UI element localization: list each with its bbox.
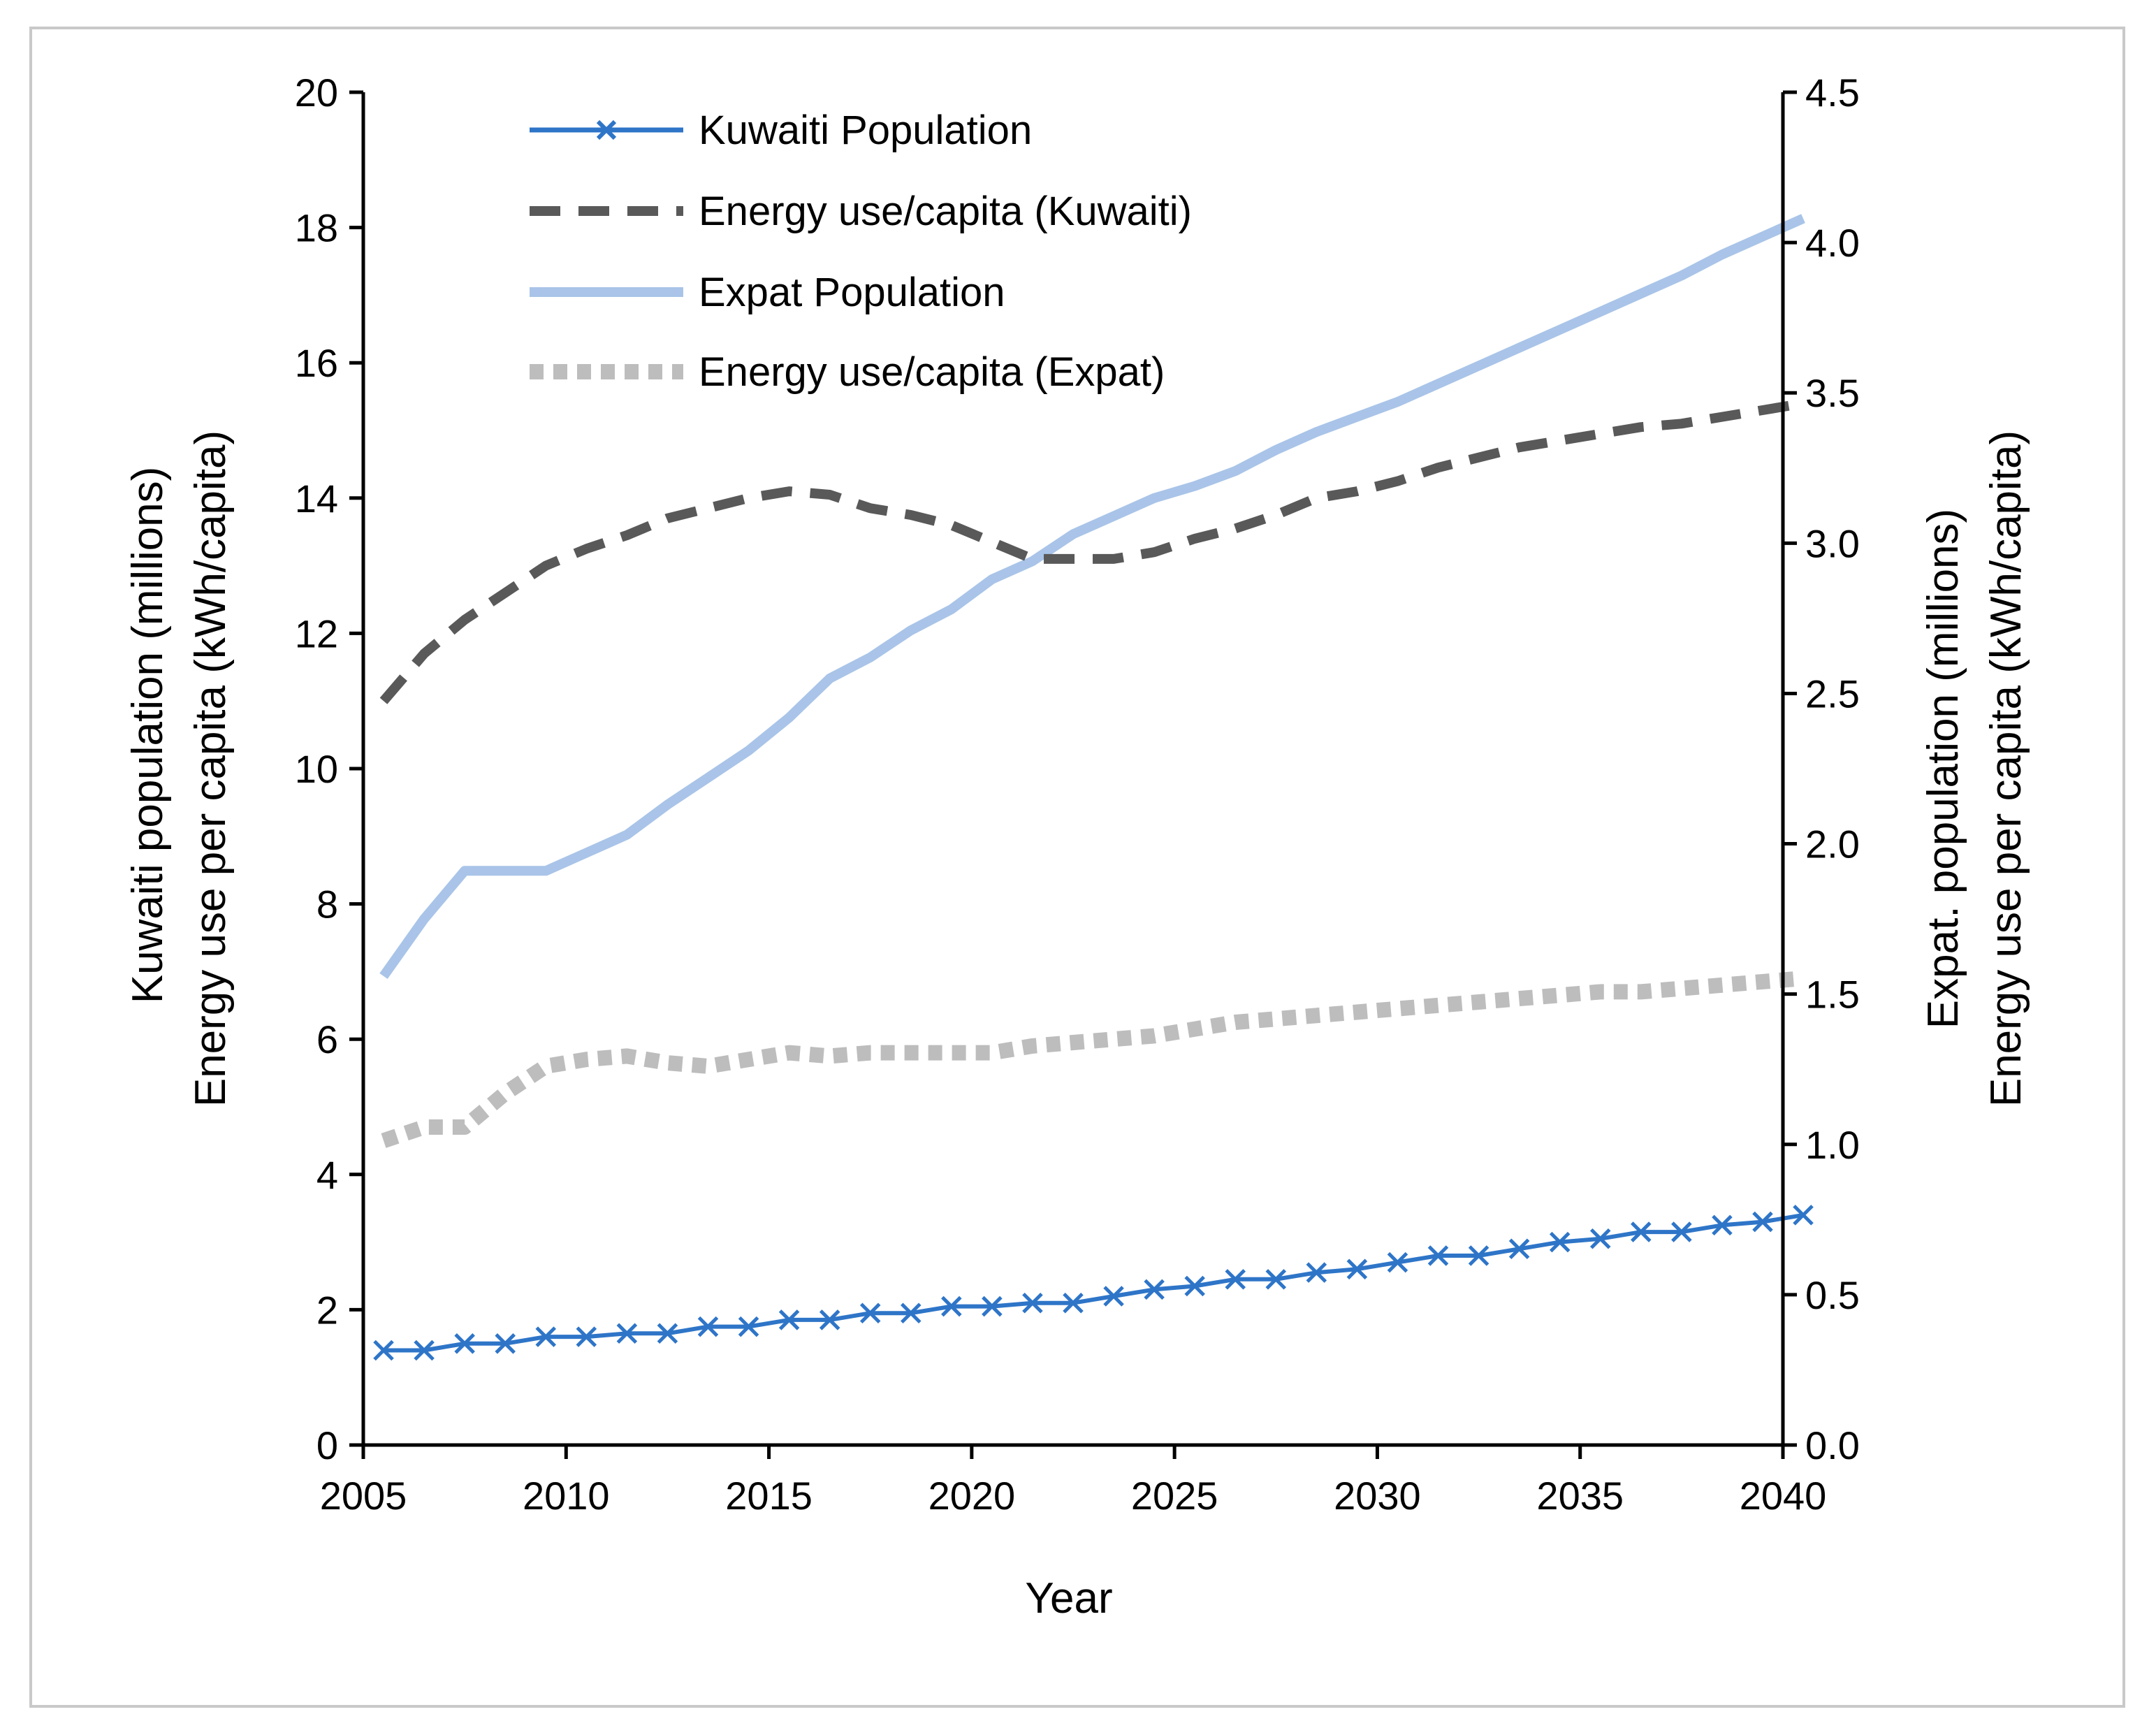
data-point-marker bbox=[1063, 1292, 1084, 1314]
y-right-tick-label: 4.0 bbox=[1805, 221, 1860, 265]
data-point-marker bbox=[616, 1323, 638, 1344]
y-left-tick-label: 0 bbox=[316, 1423, 338, 1467]
y-right-tick-label: 3.5 bbox=[1805, 371, 1860, 415]
legend: Kuwaiti Population Energy use/capita (Ku… bbox=[530, 108, 1192, 395]
y-left-tick-label: 20 bbox=[295, 71, 338, 115]
data-point-marker bbox=[1346, 1258, 1368, 1280]
data-point-marker bbox=[576, 1326, 597, 1347]
series-line-kuwaiti-population bbox=[384, 1212, 1804, 1353]
data-point-marker bbox=[859, 1302, 881, 1324]
data-point-marker bbox=[1671, 1221, 1692, 1242]
y-right-axis-title-line1: Expat. population (millions) bbox=[1919, 509, 1967, 1029]
y-left-tick-label: 6 bbox=[316, 1017, 338, 1061]
data-point-marker bbox=[535, 1326, 557, 1347]
y-left-axis-title-line2: Energy use per capita (kWh/capita) bbox=[187, 430, 235, 1107]
legend-item-energy-expat: Energy use/capita (Expat) bbox=[530, 349, 1165, 395]
legend-label-energy-kuwaiti: Energy use/capita (Kuwaiti) bbox=[699, 189, 1192, 234]
data-point-marker bbox=[1589, 1228, 1611, 1249]
data-point-marker bbox=[414, 1340, 435, 1361]
y-left-tick-label: 16 bbox=[295, 341, 338, 385]
legend-x-marker-icon bbox=[596, 119, 617, 140]
data-point-marker bbox=[495, 1333, 516, 1354]
data-point-marker bbox=[1184, 1275, 1205, 1297]
legend-label-energy-expat: Energy use/capita (Expat) bbox=[699, 349, 1165, 395]
x-tick-label: 2040 bbox=[1740, 1474, 1827, 1518]
data-point-marker bbox=[1549, 1231, 1571, 1253]
x-tick-label: 2035 bbox=[1536, 1474, 1624, 1518]
data-point-marker bbox=[1225, 1269, 1246, 1290]
data-point-marker bbox=[1387, 1251, 1408, 1273]
data-point-marker bbox=[454, 1333, 475, 1354]
y-left-tick-label: 18 bbox=[295, 206, 338, 250]
y-right-tick-label: 2.5 bbox=[1805, 672, 1860, 716]
y-left-tick-label: 2 bbox=[316, 1288, 338, 1332]
y-right-tick-label: 0.5 bbox=[1805, 1273, 1860, 1317]
y-left-tick-label: 12 bbox=[295, 611, 338, 655]
series-line-expat-population bbox=[379, 214, 1805, 979]
x-tick-label: 2010 bbox=[523, 1474, 610, 1518]
data-point-marker bbox=[1144, 1279, 1165, 1300]
y-right-tick-label: 0.0 bbox=[1805, 1423, 1860, 1467]
data-point-marker bbox=[901, 1302, 922, 1324]
x-tick-label: 2030 bbox=[1334, 1474, 1421, 1518]
series-layer bbox=[373, 214, 1814, 1361]
data-point-marker bbox=[778, 1309, 800, 1330]
x-tick-label: 2005 bbox=[320, 1474, 407, 1518]
x-axis-title: Year bbox=[1025, 1574, 1112, 1623]
legend-item-energy-kuwaiti: Energy use/capita (Kuwaiti) bbox=[530, 189, 1192, 234]
data-point-marker bbox=[697, 1316, 719, 1337]
data-point-marker bbox=[1022, 1292, 1043, 1314]
data-point-marker bbox=[1752, 1211, 1773, 1233]
legend-label-expat-population: Expat Population bbox=[699, 270, 1005, 315]
y-left-tick-label: 8 bbox=[316, 883, 338, 927]
series-line-energy-use-capita-kuwaiti bbox=[379, 398, 1805, 704]
y-right-tick-label: 1.5 bbox=[1805, 973, 1860, 1017]
data-point-marker bbox=[1468, 1245, 1489, 1266]
legend-label-kuwaiti-population: Kuwaiti Population bbox=[699, 108, 1032, 153]
data-point-marker bbox=[1265, 1269, 1287, 1290]
data-point-marker bbox=[657, 1323, 678, 1344]
data-point-marker bbox=[1508, 1238, 1530, 1260]
data-point-marker bbox=[819, 1309, 840, 1330]
x-tick-label: 2015 bbox=[725, 1474, 813, 1518]
y-left-tick-label: 10 bbox=[295, 747, 338, 791]
data-point-marker bbox=[373, 1340, 394, 1361]
y-right-tick-label: 2.0 bbox=[1805, 822, 1860, 866]
data-point-marker bbox=[738, 1316, 759, 1337]
y-right-tick-label: 3.0 bbox=[1805, 521, 1860, 565]
data-point-marker bbox=[1306, 1262, 1327, 1283]
legend-item-expat-population: Expat Population bbox=[530, 270, 1005, 315]
data-point-marker bbox=[1631, 1221, 1652, 1242]
series-line-energy-use-capita-expat bbox=[381, 971, 1804, 1148]
x-tick-label: 2020 bbox=[928, 1474, 1016, 1518]
x-tick-label: 2025 bbox=[1131, 1474, 1218, 1518]
y-right-axis-title-line2: Energy use per capita (kWh/capita) bbox=[1982, 430, 2030, 1107]
ticks-layer: 0 2 4 6 8 10 12 14 16 18 20 0.0 0.5 1.0 1.5 2.0 2.5 3.0 3.… bbox=[295, 71, 1860, 1518]
y-left-tick-label: 4 bbox=[316, 1153, 338, 1197]
y-left-tick-label: 14 bbox=[295, 477, 338, 521]
data-point-marker bbox=[1793, 1205, 1814, 1226]
data-point-marker bbox=[1712, 1214, 1733, 1236]
data-point-marker bbox=[1103, 1286, 1124, 1307]
y-right-tick-label: 4.5 bbox=[1805, 71, 1860, 115]
chart-frame bbox=[29, 27, 2125, 1708]
legend-item-kuwaiti-population: Kuwaiti Population bbox=[530, 108, 1032, 153]
y-left-axis-title-line1: Kuwaiti population (millions) bbox=[124, 467, 172, 1003]
data-point-marker bbox=[941, 1295, 962, 1317]
y-right-tick-label: 1.0 bbox=[1805, 1123, 1860, 1167]
data-point-marker bbox=[1427, 1245, 1449, 1266]
data-point-marker bbox=[982, 1295, 1003, 1317]
